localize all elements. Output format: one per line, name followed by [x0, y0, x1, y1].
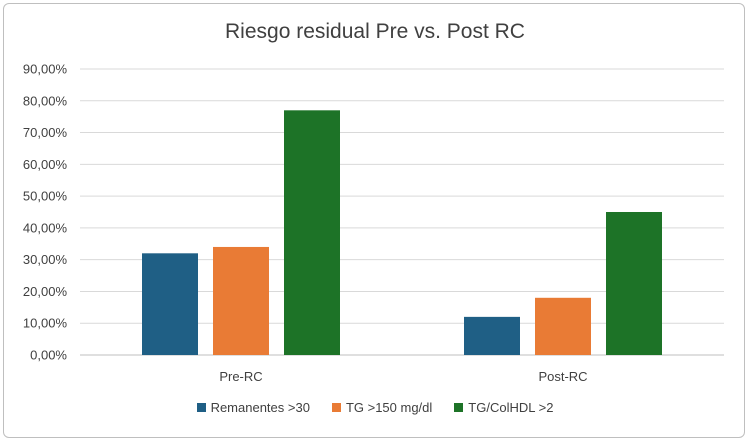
- x-category-label: Pre-RC: [219, 369, 262, 384]
- legend-item: TG/ColHDL >2: [454, 400, 553, 415]
- legend-item: Remanentes >30: [196, 400, 310, 415]
- y-tick-label: 30,00%: [23, 252, 68, 267]
- legend-item: TG >150 mg/dl: [331, 400, 433, 415]
- y-tick-label: 40,00%: [23, 220, 68, 235]
- legend-swatch: [196, 403, 206, 412]
- bar-post-rc-series-3: [606, 212, 662, 355]
- legend-swatch: [331, 403, 341, 412]
- legend-swatch: [454, 403, 464, 412]
- bar-pre-rc-series-3: [284, 110, 340, 355]
- y-tick-label: 60,00%: [23, 157, 68, 172]
- chart-title: Riesgo residual Pre vs. Post RC: [225, 20, 525, 43]
- bar-pre-rc-series-2: [213, 246, 269, 355]
- legend-label: Remanentes >30: [210, 400, 310, 415]
- x-axis-categories: Pre-RC Post-RC: [219, 369, 587, 384]
- legend: Remanentes >30 TG >150 mg/dl TG/ColHDL >2: [0, 400, 750, 415]
- bars: [142, 110, 662, 355]
- y-tick-label: 50,00%: [23, 189, 68, 204]
- legend-label: TG/ColHDL >2: [468, 400, 554, 415]
- bar-post-rc-series-2: [535, 297, 591, 355]
- bar-pre-rc-series-1: [142, 253, 198, 355]
- y-axis-ticks: 0,00% 10,00% 20,00% 30,00% 40,00% 50,00% 60,00…: [23, 62, 68, 363]
- y-tick-label: 70,00%: [23, 125, 68, 140]
- y-tick-label: 10,00%: [23, 316, 68, 331]
- legend-label: TG >150 mg/dl: [345, 400, 433, 415]
- y-tick-label: 20,00%: [23, 284, 68, 299]
- bar-post-rc-series-1: [464, 316, 520, 355]
- x-category-label: Post-RC: [538, 369, 587, 384]
- y-tick-label: 90,00%: [23, 62, 68, 77]
- y-tick-label: 80,00%: [23, 93, 68, 108]
- y-tick-label: 0,00%: [30, 348, 67, 363]
